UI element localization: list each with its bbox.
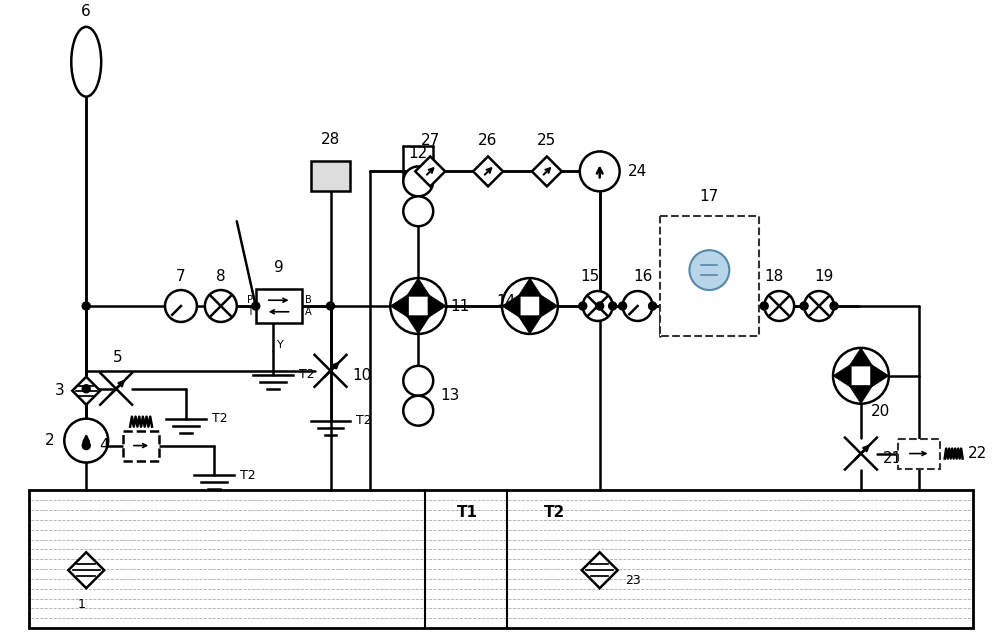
Circle shape [800,302,808,310]
Text: 21: 21 [883,451,902,466]
Text: B: B [305,295,311,305]
Circle shape [623,291,653,321]
Circle shape [689,250,729,290]
Circle shape [327,302,334,310]
Circle shape [205,290,237,322]
Circle shape [403,196,433,226]
Polygon shape [582,552,618,588]
Text: 24: 24 [628,164,647,179]
Circle shape [619,302,627,310]
Text: 26: 26 [478,134,498,148]
Polygon shape [72,377,100,404]
Circle shape [165,290,197,322]
Text: 5: 5 [113,350,123,365]
Circle shape [403,366,433,395]
Text: T2: T2 [299,369,315,381]
Circle shape [830,302,838,310]
Bar [123,431,159,460]
Circle shape [390,278,446,334]
Circle shape [252,302,260,310]
Text: 18: 18 [765,269,784,284]
Text: T: T [247,307,253,317]
Circle shape [502,278,558,334]
Bar [29,490,973,628]
Text: A: A [305,307,311,317]
Polygon shape [502,294,520,318]
Circle shape [403,395,433,426]
Circle shape [64,419,108,462]
Text: 2: 2 [45,433,54,448]
Text: Y: Y [277,340,284,350]
Text: 27: 27 [421,134,440,148]
Text: 22: 22 [968,446,987,461]
Circle shape [596,302,604,310]
Text: 10: 10 [352,369,372,383]
Text: 19: 19 [814,269,834,284]
Polygon shape [871,364,889,388]
Polygon shape [849,386,873,404]
Text: 3: 3 [55,383,64,398]
Bar [256,289,302,323]
Text: 17: 17 [700,189,719,204]
Text: 8: 8 [216,269,226,284]
Polygon shape [849,348,873,366]
Text: T2: T2 [240,469,255,482]
Text: 20: 20 [871,404,890,419]
Circle shape [579,302,587,310]
Circle shape [403,166,433,196]
Polygon shape [415,157,445,186]
Text: 7: 7 [176,269,186,284]
Circle shape [82,302,90,310]
Text: 4: 4 [100,438,109,453]
Polygon shape [407,316,430,334]
Circle shape [833,348,889,404]
Text: 16: 16 [633,269,652,284]
Text: T2: T2 [544,505,565,520]
Text: 9: 9 [274,260,284,275]
Text: 13: 13 [440,388,460,403]
Polygon shape [540,294,558,318]
Text: 14: 14 [497,293,516,309]
Text: T2: T2 [356,414,372,427]
Text: T1: T1 [457,505,478,520]
Ellipse shape [71,27,101,97]
Bar [898,438,940,469]
Circle shape [580,152,620,191]
Text: 11: 11 [450,299,469,313]
Text: 6: 6 [81,4,91,19]
Circle shape [82,442,90,449]
Polygon shape [407,278,430,296]
Text: 25: 25 [537,134,556,148]
Polygon shape [518,316,542,334]
Text: T2: T2 [212,412,227,425]
Text: 1: 1 [77,598,85,611]
Polygon shape [473,157,503,186]
Polygon shape [68,552,104,588]
Text: 23: 23 [625,574,640,587]
Bar [660,216,759,336]
Polygon shape [532,157,562,186]
Text: 15: 15 [580,269,599,284]
Circle shape [804,291,834,321]
Circle shape [649,302,657,310]
Polygon shape [518,278,542,296]
Polygon shape [833,364,851,388]
Circle shape [764,291,794,321]
Text: 12: 12 [409,146,428,161]
Circle shape [82,385,90,393]
Circle shape [760,302,768,310]
Text: P: P [247,295,253,305]
Text: 28: 28 [321,132,340,148]
Bar [311,161,350,191]
Circle shape [583,291,613,321]
Polygon shape [428,294,446,318]
Circle shape [609,302,617,310]
Polygon shape [390,294,408,318]
